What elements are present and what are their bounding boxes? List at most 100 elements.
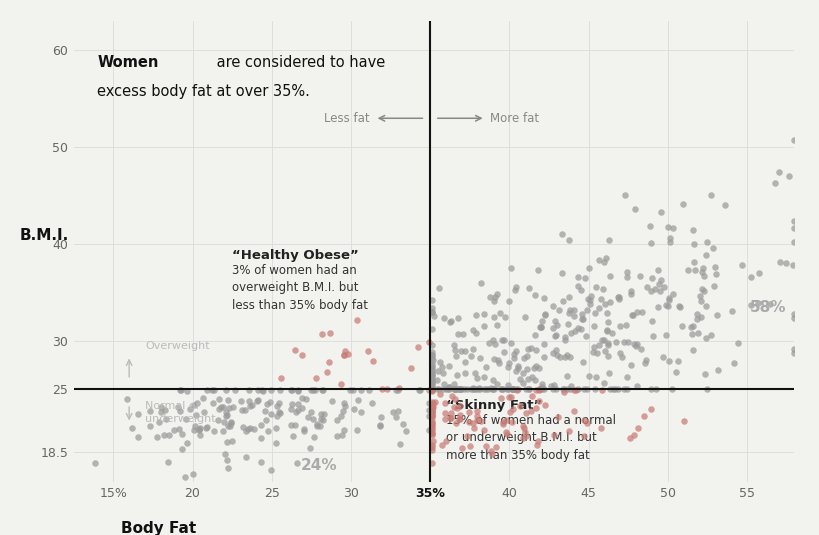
Point: [549, 317, 562, 325]
Point: [745, 301, 758, 309]
Point: [509, 367, 523, 376]
Point: [532, 397, 545, 406]
Point: [768, 179, 781, 187]
Point: [480, 441, 493, 450]
Point: [498, 347, 511, 356]
Point: [163, 430, 176, 439]
Point: [347, 405, 360, 414]
Point: [459, 347, 472, 356]
Point: [425, 372, 438, 380]
Point: [425, 422, 438, 430]
Point: [455, 444, 468, 452]
Point: [155, 408, 168, 416]
Point: [437, 369, 450, 377]
Point: [428, 398, 441, 406]
Point: [310, 420, 324, 429]
Point: [271, 411, 284, 420]
Point: [158, 431, 171, 440]
Point: [391, 407, 405, 416]
Point: [288, 346, 301, 355]
Point: [187, 400, 200, 409]
Point: [446, 392, 459, 401]
Point: [473, 384, 486, 393]
Point: [568, 386, 581, 395]
Point: [559, 353, 572, 361]
Point: [662, 356, 675, 365]
Point: [557, 297, 570, 305]
Point: [600, 327, 613, 335]
Point: [272, 399, 285, 407]
Point: [425, 384, 438, 393]
Point: [467, 345, 480, 354]
Point: [663, 295, 676, 304]
Point: [425, 403, 438, 411]
Point: [562, 308, 575, 317]
Point: [589, 384, 602, 393]
Point: [691, 329, 704, 338]
Point: [602, 236, 615, 244]
Point: [661, 223, 674, 231]
Point: [471, 384, 484, 393]
Point: [585, 292, 598, 300]
Point: [688, 258, 701, 266]
Point: [389, 412, 402, 421]
Text: Body Fat: Body Fat: [120, 521, 196, 535]
Point: [561, 384, 574, 393]
Point: [323, 357, 336, 366]
Point: [425, 384, 438, 393]
Point: [200, 424, 213, 432]
Point: [621, 372, 634, 381]
Point: [338, 426, 351, 434]
Point: [625, 290, 638, 299]
Point: [621, 272, 634, 281]
Text: Women: Women: [97, 55, 159, 70]
Point: [672, 357, 685, 365]
Point: [477, 322, 490, 331]
Point: [744, 273, 757, 281]
Point: [567, 305, 580, 314]
Point: [442, 383, 455, 391]
Point: [399, 427, 412, 435]
Point: [256, 387, 269, 395]
Point: [700, 238, 713, 246]
Point: [635, 345, 648, 353]
Point: [456, 330, 469, 338]
Point: [291, 458, 304, 467]
Point: [653, 280, 666, 288]
Point: [240, 426, 253, 435]
Point: [491, 380, 504, 389]
Point: [604, 384, 617, 393]
Point: [645, 405, 658, 414]
Point: [628, 205, 641, 213]
Point: [425, 384, 438, 393]
Point: [631, 340, 644, 348]
Point: [550, 320, 563, 329]
Point: [414, 386, 427, 395]
Point: [489, 340, 502, 348]
Point: [649, 285, 662, 294]
Point: [425, 384, 438, 393]
Point: [645, 317, 658, 325]
Point: [544, 381, 557, 390]
Point: [502, 296, 515, 305]
Point: [502, 359, 515, 368]
Point: [380, 384, 393, 393]
Point: [560, 371, 573, 380]
Point: [690, 310, 703, 318]
Point: [537, 294, 550, 303]
Point: [425, 378, 438, 386]
Point: [686, 330, 699, 339]
Point: [651, 266, 664, 274]
Point: [425, 384, 438, 393]
Point: [669, 368, 682, 376]
Point: [697, 271, 710, 280]
Point: [497, 335, 510, 344]
Point: [434, 389, 447, 398]
Point: [425, 386, 438, 395]
Point: [788, 224, 801, 232]
Point: [425, 368, 438, 376]
Point: [272, 408, 285, 416]
Point: [425, 365, 438, 374]
Point: [447, 341, 460, 349]
Point: [486, 384, 499, 393]
